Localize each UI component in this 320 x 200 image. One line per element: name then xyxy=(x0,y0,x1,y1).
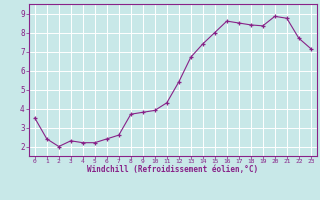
X-axis label: Windchill (Refroidissement éolien,°C): Windchill (Refroidissement éolien,°C) xyxy=(87,165,258,174)
